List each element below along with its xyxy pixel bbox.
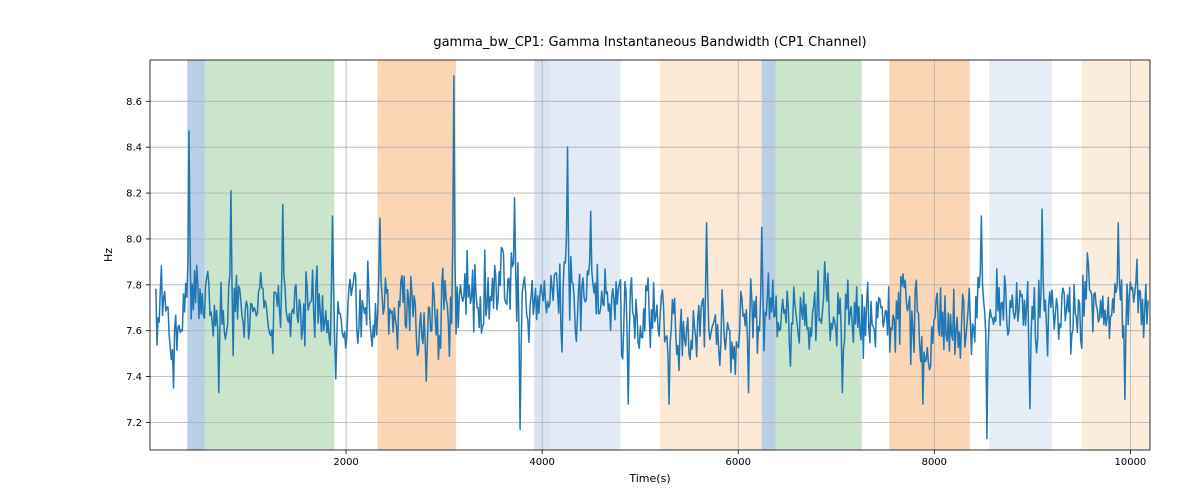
band-region	[205, 60, 334, 450]
band-region	[775, 60, 861, 450]
band-region	[1081, 60, 1150, 450]
band-region	[660, 60, 762, 450]
xtick-label: 8000	[922, 457, 947, 468]
xtick-label: 6000	[726, 457, 751, 468]
band-region	[550, 60, 621, 450]
x-axis-label: Time(s)	[628, 472, 670, 485]
chart-title: gamma_bw_CP1: Gamma Instantaneous Bandwi…	[433, 35, 866, 50]
band-region	[377, 60, 455, 450]
xtick-label: 4000	[529, 457, 554, 468]
ytick-label: 8.2	[126, 189, 142, 200]
chart-container: 2000 4000 6000 8000 10000 7.2 7.4 7.6 7.8 8.0 8.2 8…	[0, 0, 1200, 500]
ytick-label: 8.6	[126, 97, 142, 108]
ytick-label: 7.6	[126, 326, 142, 337]
band-region	[889, 60, 969, 450]
ytick-label: 8.0	[126, 234, 142, 245]
ytick-label: 7.2	[126, 418, 142, 429]
chart-svg: 2000 4000 6000 8000 10000 7.2 7.4 7.6 7.8 8.0 8.2 8…	[0, 0, 1200, 500]
ytick-label: 7.8	[126, 280, 142, 291]
band-region	[762, 60, 776, 450]
y-axis-label: Hz	[102, 248, 115, 262]
ytick-label: 8.4	[126, 143, 142, 154]
ytick-label: 7.4	[126, 372, 142, 383]
xtick-label: 2000	[333, 457, 358, 468]
xtick-label: 10000	[1114, 457, 1146, 468]
